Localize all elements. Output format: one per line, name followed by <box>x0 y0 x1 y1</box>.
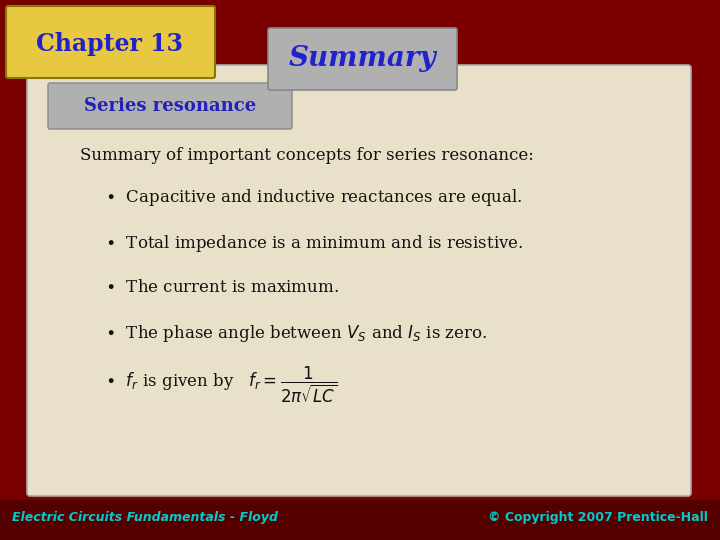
Text: © Copyright 2007 Prentice-Hall: © Copyright 2007 Prentice-Hall <box>488 511 708 524</box>
Text: $\bullet$  Total impedance is a minimum and is resistive.: $\bullet$ Total impedance is a minimum a… <box>105 233 523 253</box>
FancyBboxPatch shape <box>27 65 691 496</box>
Text: $\bullet$  The current is maximum.: $\bullet$ The current is maximum. <box>105 280 339 296</box>
Text: Electric Circuits Fundamentals - Floyd: Electric Circuits Fundamentals - Floyd <box>12 511 278 524</box>
Text: Summary: Summary <box>288 45 436 72</box>
Bar <box>0 500 720 540</box>
Text: Series resonance: Series resonance <box>84 97 256 115</box>
Text: Chapter 13: Chapter 13 <box>37 32 184 56</box>
FancyBboxPatch shape <box>48 83 292 129</box>
FancyBboxPatch shape <box>6 6 215 78</box>
FancyBboxPatch shape <box>268 28 457 90</box>
Text: $\bullet$  $f_r$ is given by   $f_r = \dfrac{1}{2\pi\sqrt{LC}}$: $\bullet$ $f_r$ is given by $f_r = \dfra… <box>105 365 338 405</box>
Text: Summary of important concepts for series resonance:: Summary of important concepts for series… <box>80 146 534 164</box>
Text: $\bullet$  Capacitive and inductive reactances are equal.: $\bullet$ Capacitive and inductive react… <box>105 187 523 208</box>
Text: $\bullet$  The phase angle between $V_S$ and $I_S$ is zero.: $\bullet$ The phase angle between $V_S$ … <box>105 322 487 343</box>
